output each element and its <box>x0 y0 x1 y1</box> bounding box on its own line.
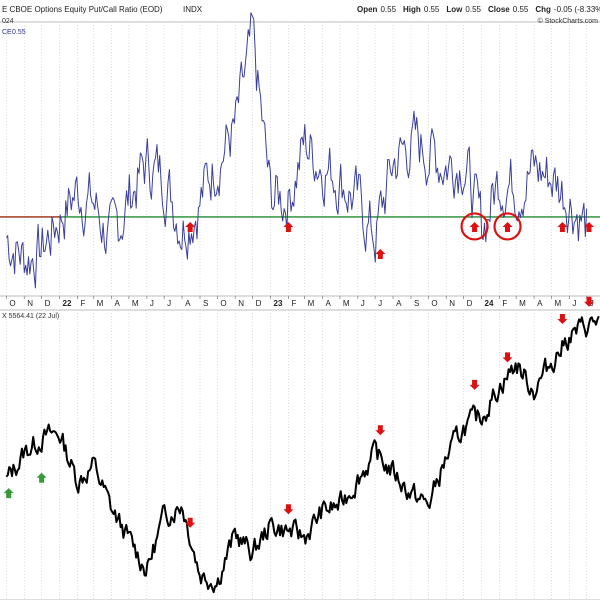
upper-panel <box>0 12 600 297</box>
legend-text: CE <box>2 29 12 36</box>
x-axis: OND22FMAMJJASOND23FMAMJJASOND24FMAMJJ <box>5 296 594 308</box>
signal-arrow-up <box>557 221 568 232</box>
x-tick-label: D <box>256 299 262 308</box>
x-tick-label: D <box>45 299 51 308</box>
ohlc-label: High <box>403 5 421 14</box>
x-tick-label: M <box>519 299 526 308</box>
signal-circle <box>460 212 489 241</box>
x-tick-label: N <box>27 299 33 308</box>
ohlc-label: Chg <box>535 5 551 14</box>
ohlc-label: Open <box>357 5 378 14</box>
signal-arrow-down <box>185 517 196 528</box>
x-tick-label: M <box>554 299 561 308</box>
ohlc-value: -0.05 (-8.33%) <box>554 5 600 14</box>
signal-arrow-up <box>36 472 47 483</box>
x-tick-label: A <box>115 299 121 308</box>
lower-panel-frame <box>0 309 600 600</box>
x-tick-label: O <box>220 299 226 308</box>
x-tick-label: A <box>326 299 332 308</box>
signal-arrow-down <box>283 504 294 515</box>
ohlc-label: Low <box>446 5 463 14</box>
x-tick-label: F <box>80 299 85 308</box>
chart-header: E CBOE Options Equity Put/Call Ratio (EO… <box>2 5 600 320</box>
upper-grid <box>6 22 588 296</box>
signal-arrow-up <box>502 221 513 232</box>
x-tick-label: A <box>185 299 191 308</box>
signal-arrow-up <box>3 488 14 499</box>
x-tick-label: J <box>361 299 365 308</box>
x-tick-label: M <box>97 299 104 308</box>
x-tick-label: J <box>167 299 171 308</box>
ohlc-value: 0.55 <box>513 5 529 14</box>
signal-arrow-up <box>469 221 480 232</box>
x-tick-label: 24 <box>485 299 494 308</box>
signal-arrow-down <box>469 379 480 390</box>
signal-arrow-up <box>375 248 386 259</box>
lower-grid <box>6 310 588 600</box>
x-tick-label: S <box>203 299 208 308</box>
put-call-ratio-line <box>5 12 588 289</box>
x-tick-label: M <box>308 299 315 308</box>
x-tick-label: S <box>414 299 419 308</box>
x-tick-label: 23 <box>274 299 283 308</box>
sp500-line <box>5 315 600 594</box>
index-tag: INDX <box>183 5 203 14</box>
x-tick-label: J <box>572 299 576 308</box>
upper-signal-markers <box>185 212 595 259</box>
x-tick-label: O <box>9 299 15 308</box>
x-tick-label: M <box>343 299 350 308</box>
x-tick-label: M <box>132 299 139 308</box>
x-tick-label: N <box>449 299 455 308</box>
signal-arrow-down <box>375 425 386 436</box>
x-tick-label: F <box>291 299 296 308</box>
ohlc-value: 0.55 <box>465 5 481 14</box>
chart-title: E CBOE Options Equity Put/Call Ratio (EO… <box>2 5 163 14</box>
x-tick-label: A <box>537 299 543 308</box>
ohlc-readout: Open 0.55 High 0.55 Low 0.55 Close 0.55 Chg -0.05… <box>357 5 600 14</box>
x-tick-label: 22 <box>63 299 72 308</box>
signal-arrow-up <box>283 221 294 232</box>
ohlc-value: 0.55 <box>424 5 440 14</box>
ohlc-value: 0.55 <box>380 5 396 14</box>
signal-circle <box>493 212 522 241</box>
x-tick-label: F <box>502 299 507 308</box>
watermark: © StockCharts.com <box>538 17 599 25</box>
year-line: 024 <box>2 18 14 25</box>
signal-arrow-up <box>584 221 595 232</box>
legend-value: 0.55 <box>12 29 26 36</box>
lower-panel <box>0 296 600 600</box>
x-tick-label: D <box>467 299 473 308</box>
signal-arrow-down <box>584 296 595 307</box>
signal-arrow-down <box>502 352 513 363</box>
signal-arrow-up <box>185 221 196 232</box>
x-tick-label: A <box>396 299 402 308</box>
x-tick-label: O <box>431 299 437 308</box>
lower-signal-markers <box>3 296 595 528</box>
x-tick-label: N <box>238 299 244 308</box>
signal-arrow-down <box>557 313 568 324</box>
x-tick-label: J <box>150 299 154 308</box>
ohlc-label: Close <box>488 5 510 14</box>
lower-legend: X 5564.41 (22 Jul) <box>2 313 59 320</box>
x-tick-label: J <box>378 299 382 308</box>
